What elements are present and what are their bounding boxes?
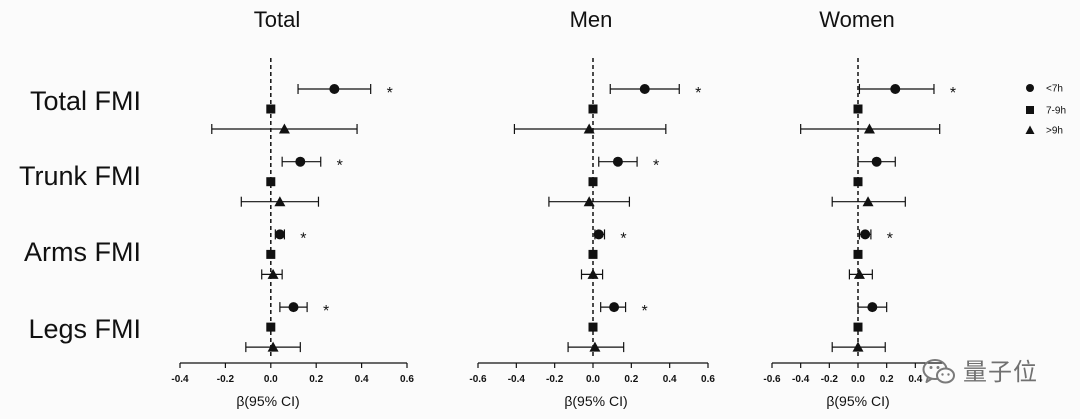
legend: <7h 7-9h >9h bbox=[1025, 84, 1066, 137]
significance-asterisk-total-arms-fmi-lt7h: * bbox=[300, 230, 306, 247]
point-women-trunk-fmi-lt7h bbox=[871, 156, 882, 167]
row-label-total-fmi: Total FMI bbox=[30, 86, 141, 116]
point-men-arms-fmi-gt9h bbox=[587, 268, 599, 279]
x-tick-label-men: 0.0 bbox=[586, 374, 600, 385]
x-tick-label-men: -0.6 bbox=[469, 374, 487, 385]
point-total-total-fmi-lt7h bbox=[329, 84, 340, 94]
point-men-total-fmi-lt7h bbox=[639, 84, 650, 94]
legend-label-gt9h: >9h bbox=[1046, 126, 1063, 137]
legend-marker-square bbox=[1026, 106, 1034, 114]
x-axis-label-men: β(95% CI) bbox=[564, 393, 627, 409]
point-women-legs-fmi-gt9h bbox=[852, 341, 864, 352]
legend-marker-triangle bbox=[1025, 125, 1035, 134]
wechat-icon bbox=[922, 359, 955, 384]
facet-women: Women -0.6 -0.4 -0.2 0.0 0.2 0.4 * * β(95% CI) bbox=[763, 7, 956, 409]
point-men-arms-fmi-lt7h bbox=[593, 229, 604, 240]
row-label-arms-fmi: Arms FMI bbox=[24, 237, 141, 267]
point-women-trunk-fmi-gt9h bbox=[862, 196, 874, 207]
facet-men-marks: -0.6 -0.4 -0.2 0.0 0.2 0.4 0.6 * * * * bbox=[469, 58, 715, 385]
x-tick-label-men: 0.6 bbox=[701, 374, 715, 385]
point-women-arms-fmi-7to9h bbox=[853, 249, 863, 259]
x-tick-label-women: -0.6 bbox=[763, 374, 781, 385]
point-men-trunk-fmi-gt9h bbox=[583, 196, 595, 207]
x-tick-label-women: 0.2 bbox=[880, 374, 894, 385]
point-men-total-fmi-gt9h bbox=[583, 123, 595, 134]
point-total-total-fmi-gt9h bbox=[278, 123, 290, 134]
point-women-arms-fmi-lt7h bbox=[860, 229, 871, 240]
point-men-trunk-fmi-lt7h bbox=[612, 156, 623, 167]
facet-title-men: Men bbox=[570, 7, 613, 32]
point-women-total-fmi-gt9h bbox=[863, 123, 875, 134]
x-tick-label-total: -0.4 bbox=[171, 374, 189, 385]
x-tick-label-total: -0.2 bbox=[217, 374, 235, 385]
point-total-legs-fmi-gt9h bbox=[267, 341, 279, 352]
point-women-total-fmi-lt7h bbox=[890, 84, 901, 94]
x-tick-label-women: -0.2 bbox=[821, 374, 839, 385]
point-total-trunk-fmi-gt9h bbox=[274, 196, 286, 207]
point-men-legs-fmi-gt9h bbox=[589, 341, 601, 352]
x-axis-label-total: β(95% CI) bbox=[236, 393, 299, 409]
point-total-arms-fmi-7to9h bbox=[266, 249, 276, 259]
significance-asterisk-men-legs-fmi-lt7h: * bbox=[641, 303, 647, 320]
significance-asterisk-total-trunk-fmi-lt7h: * bbox=[337, 158, 343, 175]
x-tick-label-total: 0.2 bbox=[309, 374, 323, 385]
facet-total: Total -0.4 -0.2 0.0 0.2 0.4 0.6 * * * * β(95% CI) bbox=[171, 7, 414, 409]
point-women-total-fmi-7to9h bbox=[853, 104, 863, 114]
point-men-legs-fmi-lt7h bbox=[609, 302, 620, 313]
point-total-arms-fmi-gt9h bbox=[267, 268, 279, 279]
x-tick-label-women: 0.4 bbox=[908, 374, 922, 385]
legend-label-lt7h: <7h bbox=[1046, 84, 1063, 95]
significance-asterisk-total-total-fmi-lt7h: * bbox=[387, 85, 393, 102]
row-label-legs-fmi: Legs FMI bbox=[28, 314, 141, 344]
point-total-trunk-fmi-lt7h bbox=[295, 156, 306, 167]
significance-asterisk-women-arms-fmi-lt7h: * bbox=[887, 230, 893, 247]
x-tick-label-total: 0.6 bbox=[400, 374, 414, 385]
legend-marker-circle bbox=[1026, 84, 1034, 92]
facet-title-total: Total bbox=[254, 7, 300, 32]
x-tick-label-men: -0.4 bbox=[508, 374, 526, 385]
x-tick-label-women: -0.4 bbox=[792, 374, 810, 385]
x-tick-label-men: 0.4 bbox=[663, 374, 677, 385]
x-axis-label-women: β(95% CI) bbox=[826, 393, 889, 409]
point-total-arms-fmi-lt7h bbox=[274, 229, 285, 240]
point-men-trunk-fmi-7to9h bbox=[588, 177, 598, 187]
point-total-trunk-fmi-7to9h bbox=[266, 177, 276, 187]
x-tick-label-total: 0.4 bbox=[355, 374, 369, 385]
row-labels: Total FMI Trunk FMI Arms FMI Legs FMI bbox=[19, 86, 141, 344]
legend-label-7to9h: 7-9h bbox=[1046, 106, 1066, 117]
point-total-legs-fmi-lt7h bbox=[288, 302, 299, 313]
x-tick-label-men: 0.2 bbox=[624, 374, 638, 385]
significance-asterisk-men-arms-fmi-lt7h: * bbox=[620, 230, 626, 247]
x-tick-label-total: 0.0 bbox=[264, 374, 278, 385]
point-men-arms-fmi-7to9h bbox=[588, 249, 598, 259]
watermark: 量子位 bbox=[922, 357, 1038, 387]
watermark-text: 量子位 bbox=[963, 358, 1038, 386]
x-tick-label-men: -0.2 bbox=[546, 374, 564, 385]
point-women-arms-fmi-gt9h bbox=[853, 268, 865, 279]
facet-men: Men -0.6 -0.4 -0.2 0.0 0.2 0.4 0.6 * * * * β(95% C… bbox=[469, 7, 715, 409]
point-men-legs-fmi-7to9h bbox=[588, 322, 598, 332]
x-tick-label-women: 0.0 bbox=[851, 374, 865, 385]
point-women-legs-fmi-7to9h bbox=[853, 322, 863, 332]
point-total-total-fmi-7to9h bbox=[266, 104, 276, 114]
point-women-legs-fmi-lt7h bbox=[867, 302, 878, 313]
significance-asterisk-men-total-fmi-lt7h: * bbox=[695, 85, 701, 102]
point-men-total-fmi-7to9h bbox=[588, 104, 598, 114]
facet-women-marks: -0.6 -0.4 -0.2 0.0 0.2 0.4 * * bbox=[763, 58, 956, 385]
significance-asterisk-men-trunk-fmi-lt7h: * bbox=[653, 158, 659, 175]
point-women-trunk-fmi-7to9h bbox=[853, 177, 863, 187]
facet-title-women: Women bbox=[819, 7, 894, 32]
facet-total-marks: -0.4 -0.2 0.0 0.2 0.4 0.6 * * * * bbox=[171, 58, 414, 385]
row-label-trunk-fmi: Trunk FMI bbox=[19, 161, 141, 191]
point-total-legs-fmi-7to9h bbox=[266, 322, 276, 332]
significance-asterisk-total-legs-fmi-lt7h: * bbox=[323, 303, 329, 320]
significance-asterisk-women-total-fmi-lt7h: * bbox=[950, 85, 956, 102]
